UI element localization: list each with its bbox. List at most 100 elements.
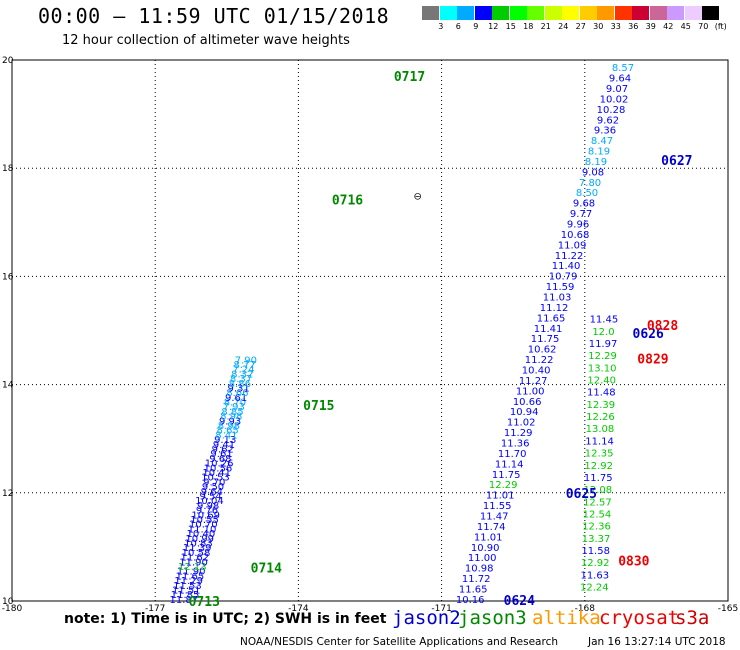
wave-height-label: 11.70: [498, 449, 527, 460]
footer-credit: NOAA/NESDIS Center for Satellite Applica…: [240, 636, 558, 648]
legend-jason2: jason2: [392, 607, 461, 629]
x-tick-label: -177: [145, 604, 165, 614]
x-tick-label: -165: [718, 604, 738, 614]
wave-height-label: 11.62: [180, 553, 209, 564]
wave-height-label: 8.37: [230, 374, 252, 385]
y-tick-label: 12: [2, 489, 13, 499]
wave-height-label: 11.22: [525, 355, 554, 366]
pass-time-label: 0715: [303, 399, 334, 414]
wave-height-label: 10.98: [465, 564, 494, 575]
wave-height-label: 8.85: [221, 407, 243, 418]
wave-height-label: 11.01: [474, 532, 503, 543]
wave-height-label: 11.14: [585, 436, 614, 447]
wave-height-label: 10.68: [561, 230, 590, 241]
colorbar-swatch: [544, 6, 562, 20]
wave-height-label: 13.08: [586, 424, 615, 435]
wave-height-label: 12.0: [592, 327, 614, 338]
wave-height-label: 11.58: [581, 546, 610, 557]
colorbar-swatch: [474, 6, 492, 20]
pass-time-label: 0627: [661, 154, 692, 169]
wave-height-label: 9.96: [567, 220, 589, 231]
wave-height-label: 11.39: [183, 543, 212, 554]
wave-height-label: 9.41: [213, 440, 235, 451]
wave-height-label: 11.12: [540, 303, 569, 314]
wave-height-label: 12.08: [583, 485, 612, 496]
wave-height-label: 11.53: [173, 581, 202, 592]
colorbar-tick-label: 33: [610, 22, 621, 31]
pass-time-label: 0830: [618, 554, 649, 569]
wave-height-label: 12.26: [586, 412, 615, 423]
colorbar-swatch: [457, 6, 474, 20]
wave-height-label: 11.90: [177, 567, 206, 578]
wave-height-label: 8.86: [229, 379, 251, 390]
wave-height-label: 12.36: [582, 522, 611, 533]
wave-height-label: 8.47: [591, 136, 613, 147]
colorbar-swatch: [492, 6, 509, 20]
wave-height-label: 9.07: [606, 84, 628, 95]
wave-height-label: 10.28: [597, 105, 626, 116]
colorbar-swatch: [422, 6, 439, 20]
colorbar-swatch: [684, 6, 702, 20]
wave-height-label: 9.76: [196, 506, 218, 517]
legend-altika: altika: [532, 607, 601, 629]
colorbar-tick-label: 30: [593, 22, 604, 31]
colorbar-swatch: [667, 6, 684, 20]
wave-height-label: 10.66: [513, 397, 542, 408]
wave-height-label: 7.93: [223, 402, 245, 413]
colorbar-swatch: [632, 6, 649, 20]
wave-height-label: 10.56: [204, 463, 233, 474]
wave-height-label: 10.02: [600, 94, 629, 105]
colorbar-swatch: [527, 6, 544, 20]
wave-height-label: 9.64: [201, 487, 223, 498]
wave-height-label: 8.66: [226, 388, 248, 399]
wave-height-label: 11.14: [495, 459, 524, 470]
wave-height-label: 9.31: [227, 383, 249, 394]
wave-height-label: 13.37: [582, 534, 611, 545]
pass-time-label: 0717: [394, 70, 425, 85]
pass-time-label: 0713: [189, 595, 220, 610]
wave-height-label: 8.50: [576, 188, 598, 199]
wave-height-label: 11.97: [589, 339, 618, 350]
wave-height-label: 7.90: [235, 355, 257, 366]
wave-height-label: 10.94: [510, 407, 539, 418]
wave-height-label: 11.01: [486, 491, 515, 502]
legend-s3a: s3a: [675, 607, 710, 629]
wave-height-label: 11.02: [507, 418, 536, 429]
colorbar-tick-label: 45: [680, 22, 691, 31]
colorbar-swatch: [509, 6, 527, 20]
wave-height-label: 9.61: [225, 393, 247, 404]
wave-height-label: 10.69: [191, 510, 220, 521]
footer-timestamp: Jan 16 13:27:14 UTC 2018: [588, 636, 726, 648]
wave-height-label: 9.68: [209, 454, 231, 465]
colorbar-swatch: [439, 6, 457, 20]
pass-time-label: 0626: [633, 327, 664, 342]
island-icon: ⊖: [414, 191, 422, 202]
footer-note: note: 1) Time is in UTC; 2) SWH is in fe…: [64, 611, 387, 627]
colorbar-tick-label: 6: [455, 22, 461, 31]
wave-height-label: 9.36: [594, 126, 616, 137]
wave-height-label: 11.03: [543, 293, 572, 304]
colorbar-tick-label: 70: [698, 22, 709, 31]
wave-height-label: 11.87: [170, 595, 199, 606]
colorbar-swatch: [702, 6, 719, 20]
colorbar-swatch: [597, 6, 614, 20]
y-tick-label: 18: [2, 164, 14, 174]
x-tick-label: -174: [288, 604, 309, 614]
page-title: 00:00 – 11:59 UTC 01/15/2018: [38, 4, 390, 28]
colorbar-tick-label: 36: [628, 22, 639, 31]
wave-height-label: 11.75: [531, 334, 560, 345]
wave-height-label: 11.65: [176, 571, 205, 582]
wave-height-label: 11.74: [477, 522, 506, 533]
pass-time-label: 0829: [637, 353, 668, 368]
y-tick-label: 16: [2, 272, 14, 282]
wave-height-label: 10.70: [189, 520, 218, 531]
wave-height-label: 12.35: [585, 449, 614, 460]
wave-height-label: 10.62: [528, 345, 557, 356]
wave-height-label: 11.72: [462, 574, 491, 585]
wave-height-label: 9.77: [570, 209, 592, 220]
wave-height-label: 11.75: [492, 470, 521, 481]
wave-height-label: 9.13: [214, 435, 236, 446]
wave-height-label: 9.08: [582, 167, 604, 178]
